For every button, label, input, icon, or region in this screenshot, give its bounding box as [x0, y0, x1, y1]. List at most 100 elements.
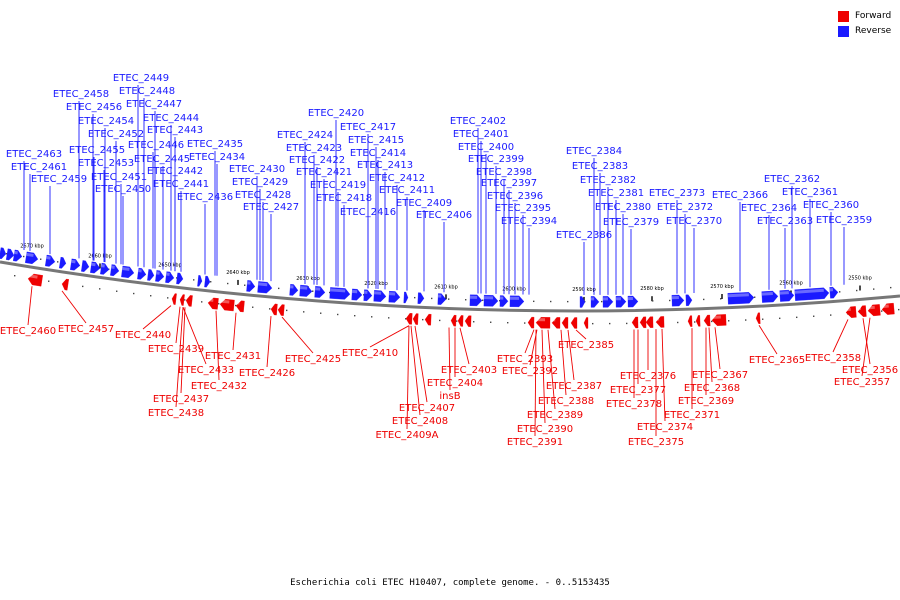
forward-gene-arrow — [179, 294, 185, 306]
scale-tick-label: 2610 kbp — [434, 284, 458, 290]
reverse-gene-arrow — [204, 275, 211, 288]
reverse-gene-arrow-shine — [46, 256, 51, 260]
reverse-gene-arrow-shine — [794, 288, 824, 294]
forward-gene-label: ETEC_2371 — [664, 410, 720, 421]
scale-dot — [184, 299, 186, 301]
forward-gene-label: ETEC_2404 — [427, 378, 483, 389]
scale-dot — [898, 308, 900, 311]
scale-dot — [720, 298, 722, 300]
forward-gene-label: ETEC_2369 — [678, 396, 734, 407]
reverse-gene-label: ETEC_2381 — [588, 188, 644, 199]
scale-dot — [210, 281, 212, 283]
reverse-gene-label: ETEC_2448 — [119, 86, 175, 97]
scale-dot — [40, 258, 42, 260]
scale-dot — [278, 287, 280, 290]
forward-gene-arrow — [185, 295, 193, 307]
forward-gene-arrow — [219, 298, 235, 312]
forward-leader-line — [61, 290, 87, 324]
scale-dot — [890, 286, 892, 289]
legend-reverse-label: Reverse — [855, 26, 892, 36]
reverse-gene-label: ETEC_2370 — [666, 216, 722, 227]
scale-dot — [431, 297, 433, 300]
scale-dot — [694, 321, 696, 323]
scale-dot — [524, 322, 526, 324]
forward-gene-arrow — [450, 314, 457, 327]
forward-leader-line — [714, 327, 721, 370]
scale-dot — [337, 313, 339, 316]
scale-dot — [150, 295, 152, 297]
forward-gene-label: ETEC_2377 — [610, 385, 666, 396]
reverse-gene-arrow — [289, 284, 299, 296]
reverse-gene-arrow — [45, 254, 56, 267]
reverse-gene-arrow — [779, 289, 795, 302]
forward-gene-arrow — [457, 315, 464, 327]
reverse-gene-label: ETEC_2397 — [481, 178, 537, 189]
forward-gene-label: ETEC_2390 — [517, 424, 573, 435]
reverse-gene-label: ETEC_2415 — [348, 135, 404, 146]
scale-dot — [244, 284, 246, 286]
forward-leader-line — [758, 325, 778, 355]
reverse-gene-label: ETEC_2417 — [340, 122, 396, 133]
legend-forward: Forward — [838, 9, 891, 24]
reverse-gene-arrow — [579, 296, 586, 308]
reverse-gene-label: ETEC_2380 — [595, 202, 651, 213]
forward-gene-arrow — [235, 300, 245, 313]
scale-dot — [48, 280, 50, 282]
reverse-gene-label: ETEC_2446 — [128, 140, 184, 151]
scale-dot — [456, 320, 458, 322]
reverse-gene-arrow-shine — [510, 296, 520, 300]
scale-dot — [371, 316, 373, 318]
reverse-gene-label: ETEC_2394 — [501, 216, 557, 227]
reverse-gene-arrow — [314, 286, 326, 298]
gene-arrows — [0, 247, 895, 329]
forward-gene-label: ETEC_2409A — [375, 430, 438, 441]
reverse-gene-label: ETEC_2422 — [289, 155, 345, 166]
genome-backbone — [0, 260, 900, 313]
reverse-gene-arrow — [147, 269, 155, 281]
scale-tick-label: 2640 kbp — [226, 270, 250, 276]
scale-dot — [762, 318, 764, 320]
legend-reverse: Reverse — [838, 24, 891, 39]
scale-dot — [592, 322, 594, 325]
forward-gene-label: ETEC_2425 — [285, 354, 341, 365]
reverse-gene-arrow-shine — [156, 271, 160, 275]
reverse-gene-label: ETEC_2366 — [712, 190, 768, 201]
reverse-gene-label: ETEC_2463 — [6, 149, 62, 160]
scale-dot — [473, 321, 475, 323]
reverse-gene-label: ETEC_2383 — [572, 161, 628, 172]
forward-gene-label: ETEC_2376 — [620, 371, 676, 382]
reverse-gene-arrow-shine — [389, 292, 396, 296]
reverse-gene-label: ETEC_2419 — [310, 180, 366, 191]
forward-gene-label: insB — [439, 391, 460, 402]
forward-gene-label: ETEC_2460 — [0, 326, 56, 337]
reverse-gene-arrow — [363, 289, 373, 302]
scale-dot — [227, 282, 229, 285]
forward-gene-label: ETEC_2440 — [115, 330, 171, 341]
reverse-gene-arrow — [12, 249, 23, 262]
reverse-gene-arrow-shine — [352, 289, 358, 294]
scale-dot — [703, 298, 705, 301]
reverse-gene-label: ETEC_2451 — [91, 172, 147, 183]
reverse-gene-arrow-shine — [470, 295, 478, 299]
forward-gene-arrow — [583, 317, 589, 329]
scale-dot — [626, 322, 628, 325]
reverse-gene-arrow-shine — [627, 297, 633, 301]
forward-gene-arrow-shine — [236, 301, 240, 305]
scale-dot — [320, 312, 322, 314]
scale-dot — [405, 318, 407, 320]
forward-gene-arrow — [755, 312, 761, 324]
reverse-gene-arrow — [100, 262, 110, 275]
forward-gene-label: ETEC_2433 — [178, 365, 234, 376]
forward-leader-line — [414, 325, 428, 403]
scale-dot — [609, 322, 611, 325]
reverse-gene-arrow — [499, 295, 509, 307]
reverse-gene-label: ETEC_2414 — [350, 148, 406, 159]
scale-dot — [652, 300, 654, 302]
forward-gene-arrow-shine — [845, 307, 851, 312]
scale-dot — [796, 316, 798, 319]
scale-dot — [6, 253, 8, 255]
legend-reverse-swatch — [838, 26, 849, 37]
reverse-gene-arrow-shine — [315, 287, 321, 291]
forward-gene-label: ETEC_2393 — [497, 354, 553, 365]
